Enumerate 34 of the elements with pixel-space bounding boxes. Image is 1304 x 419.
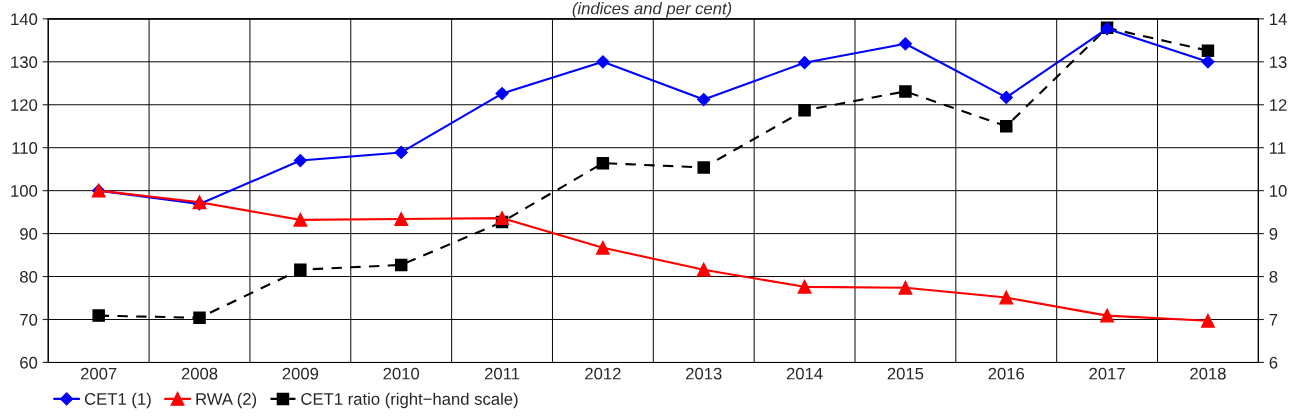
y2-tick-label: 6 — [1269, 356, 1278, 369]
y-tick-label: 140 — [11, 13, 38, 26]
y-tick-label: 110 — [12, 142, 38, 154]
x-tick-label: 2013 — [686, 367, 722, 380]
legend-label: RWA (2) — [196, 392, 257, 409]
x-tick-label: 2011 — [484, 367, 520, 380]
x-tick-label: 2015 — [887, 367, 924, 380]
y2-tick-label: 12 — [1270, 99, 1287, 111]
x-tick-label: 2010 — [383, 367, 420, 380]
y-tick-label: 130 — [11, 56, 38, 69]
x-tick-label: 2014 — [786, 367, 823, 380]
y-tick-label: 80 — [20, 270, 38, 283]
y2-tick-label: 7 — [1269, 314, 1278, 326]
y2-tick-label: 9 — [1269, 227, 1278, 240]
x-tick-label: 2018 — [1190, 367, 1226, 380]
chart-subtitle: (indices and per cent) — [572, 2, 732, 18]
y2-tick-label: 14 — [1270, 13, 1287, 25]
x-tick-label: 2008 — [181, 367, 218, 380]
y2-tick-label: 10 — [1270, 185, 1287, 197]
x-tick-label: 2016 — [988, 367, 1025, 380]
y-tick-label: 120 — [11, 99, 38, 111]
y-tick-label: 100 — [11, 185, 38, 197]
y2-tick-label: 13 — [1270, 56, 1287, 69]
x-tick-label: 2009 — [282, 367, 319, 380]
y2-tick-label: 11 — [1270, 142, 1286, 154]
x-tick-label: 2012 — [585, 367, 621, 380]
y-tick-label: 70 — [20, 313, 38, 326]
legend-label: CET1 ratio (right−hand scale) — [301, 392, 518, 409]
y2-tick-label: 8 — [1269, 270, 1278, 283]
y-tick-label: 60 — [20, 356, 38, 369]
x-tick-label: 2017 — [1089, 367, 1125, 380]
x-tick-label: 2007 — [80, 367, 117, 380]
legend-label: CET1 (1) — [84, 392, 151, 409]
y-tick-label: 90 — [20, 227, 38, 240]
